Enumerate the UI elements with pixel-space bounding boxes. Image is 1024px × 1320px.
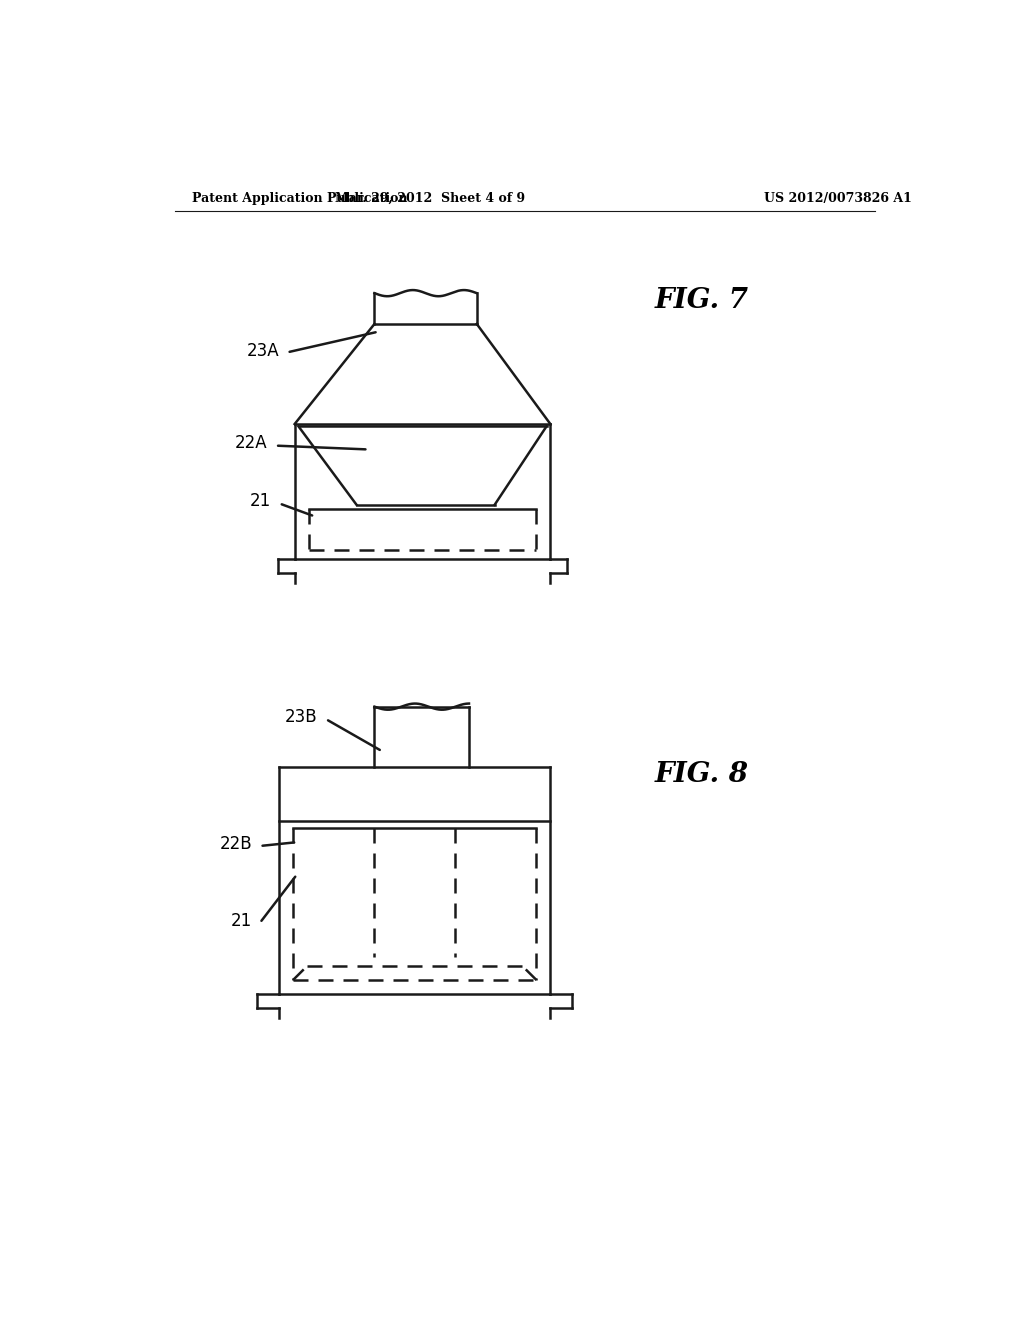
Text: 21: 21 [250, 492, 271, 510]
Text: US 2012/0073826 A1: US 2012/0073826 A1 [764, 191, 911, 205]
Text: FIG. 7: FIG. 7 [655, 288, 749, 314]
Text: 22A: 22A [234, 434, 267, 453]
Text: Patent Application Publication: Patent Application Publication [193, 191, 408, 205]
Text: 23A: 23A [247, 342, 280, 360]
Text: 21: 21 [230, 912, 252, 929]
Text: Mar. 29, 2012  Sheet 4 of 9: Mar. 29, 2012 Sheet 4 of 9 [335, 191, 525, 205]
Text: 22B: 22B [219, 834, 252, 853]
Text: FIG. 8: FIG. 8 [655, 760, 749, 788]
Text: 23B: 23B [286, 708, 317, 726]
